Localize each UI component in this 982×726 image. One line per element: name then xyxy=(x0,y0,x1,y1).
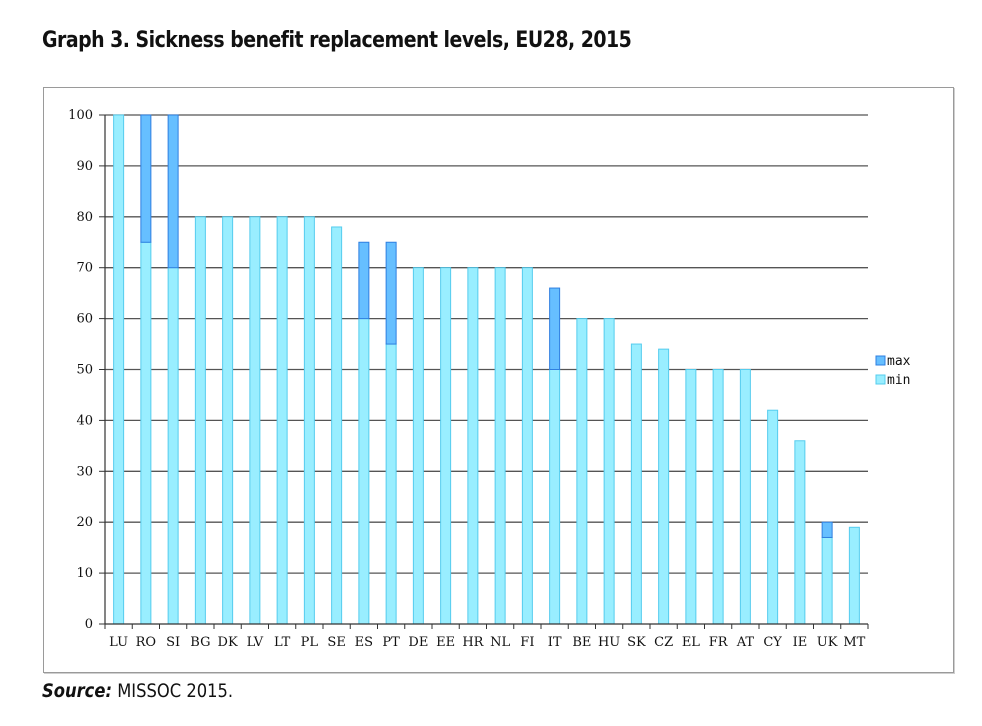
x-tick-label: AT xyxy=(736,635,755,650)
bar-min-it xyxy=(549,369,561,625)
bar-min-lu xyxy=(113,114,125,625)
y-tick-label: 70 xyxy=(76,261,93,276)
x-tick-label: HR xyxy=(462,635,484,650)
gridlines xyxy=(105,114,868,574)
x-tick-label: UK xyxy=(817,635,838,650)
bar-min-be xyxy=(576,318,588,625)
x-tick-label: SI xyxy=(166,635,180,650)
x-tick-label: NL xyxy=(490,635,510,650)
x-tick-label: CZ xyxy=(654,635,673,650)
bar-min-si xyxy=(167,267,179,625)
x-tick-label: FR xyxy=(709,635,729,650)
legend-label-max: max xyxy=(887,354,911,369)
bar-min-hu xyxy=(603,318,615,625)
bar-max-pt xyxy=(385,241,397,345)
bar-min-cy xyxy=(767,409,779,625)
x-tick-label: SE xyxy=(327,635,345,650)
bar-min-hr xyxy=(467,267,479,625)
axes: 0 10 20 30 40 50 60 70 80 90 100 LU RO SI BG DK LV LT PL SE… xyxy=(68,108,869,650)
x-tick-label: LU xyxy=(109,635,128,650)
legend-swatch-max xyxy=(875,355,886,366)
x-tick-label: DK xyxy=(218,635,238,650)
bar-max-uk xyxy=(821,521,833,538)
x-tick-label: ES xyxy=(355,635,373,650)
x-tick-label: BE xyxy=(572,635,591,650)
bar-min-at xyxy=(739,369,751,625)
y-tick-label: 20 xyxy=(76,515,93,530)
bar-min-dk xyxy=(222,216,234,625)
bar-min-ro xyxy=(140,241,152,625)
bar-min-uk xyxy=(821,536,833,625)
y-tick-label: 30 xyxy=(76,464,93,479)
source-label: Source: xyxy=(42,680,112,702)
x-tick-label: IT xyxy=(548,635,562,650)
bar-max-es xyxy=(358,241,370,320)
x-tick-label: CY xyxy=(763,635,782,650)
x-tick-label: HU xyxy=(598,635,620,650)
x-tick-label: BG xyxy=(190,635,210,650)
y-tick-label: 90 xyxy=(76,159,93,174)
bar-min-bg xyxy=(194,216,206,625)
chart-title: Graph 3. Sickness benefit replacement le… xyxy=(42,28,632,53)
bar-min-se xyxy=(331,226,343,625)
y-tick-label: 100 xyxy=(68,108,93,123)
bar-min-mt xyxy=(848,526,860,625)
bar-min-lt xyxy=(276,216,288,625)
x-tick-label: MT xyxy=(843,635,865,650)
y-tick-label: 50 xyxy=(76,363,93,378)
legend: max min xyxy=(875,354,911,388)
x-tick-label: EE xyxy=(436,635,455,650)
bar-min-pl xyxy=(303,216,315,625)
x-tick-label: LV xyxy=(247,635,264,650)
bar-min-ie xyxy=(794,440,806,625)
legend-swatch-min xyxy=(875,374,886,385)
bar-min-es xyxy=(358,318,370,625)
x-tick-label: FI xyxy=(520,635,534,650)
bar-min-lv xyxy=(249,216,261,625)
x-tick-label: PT xyxy=(382,635,400,650)
bar-max-si xyxy=(167,114,179,269)
bar-min-ee xyxy=(440,267,452,625)
bar-max-ro xyxy=(140,114,152,243)
y-tick-label: 10 xyxy=(76,566,93,581)
source-text: MISSOC 2015. xyxy=(111,680,234,702)
y-tick-label: 40 xyxy=(76,413,93,428)
bar-min-sk xyxy=(630,343,642,625)
chart-frame xyxy=(43,87,954,673)
y-tick-label: 60 xyxy=(76,312,93,327)
bar-min-nl xyxy=(494,267,506,625)
y-tick-label: 0 xyxy=(85,617,93,632)
bar-min-de xyxy=(412,267,424,625)
bar-min-pt xyxy=(385,343,397,625)
source-note: Source: MISSOC 2015. xyxy=(42,680,233,702)
bar-min-fi xyxy=(521,267,533,625)
x-tick-label: RO xyxy=(136,635,156,650)
x-tick-label: EL xyxy=(682,635,700,650)
x-tick-label: SK xyxy=(627,635,646,650)
x-tick-label: DE xyxy=(408,635,428,650)
y-tick-label: 80 xyxy=(76,210,93,225)
bars xyxy=(113,114,860,625)
x-tick-label: IE xyxy=(793,635,808,650)
bar-min-cz xyxy=(658,348,670,625)
bar-min-el xyxy=(685,369,697,625)
bar-max-it xyxy=(549,287,561,370)
legend-label-min: min xyxy=(887,373,910,388)
bar-min-fr xyxy=(712,369,724,625)
x-tick-label: LT xyxy=(274,635,291,650)
x-tick-label: PL xyxy=(301,635,319,650)
